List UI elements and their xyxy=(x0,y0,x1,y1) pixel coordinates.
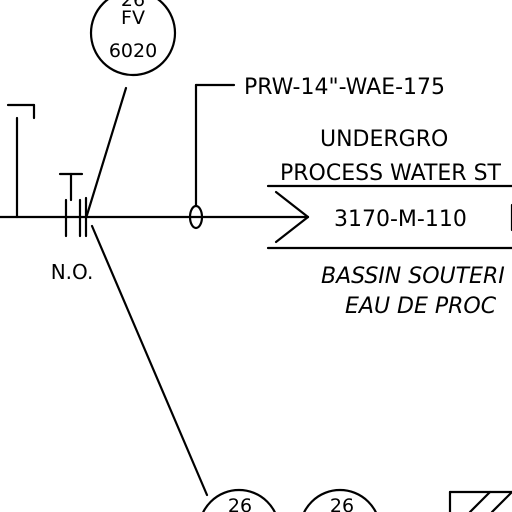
bottom-bubble-1-label: 26 xyxy=(228,495,252,512)
normally-open-label: N.O. xyxy=(51,260,94,284)
inline-flow-element xyxy=(188,83,236,230)
bubble-leader-line xyxy=(85,86,128,217)
instrument-bubble-fv6020: 26 FV 6020 xyxy=(89,0,177,77)
bottom-right-box xyxy=(448,490,512,512)
bubble-type: FV xyxy=(121,7,145,29)
drawing-reference: 3170-M-110 xyxy=(334,207,467,232)
destination-title-line2: PROCESS WATER ST xyxy=(280,161,502,186)
off-page-connector xyxy=(266,184,512,250)
line-number-label: PRW-14"-WAE-175 xyxy=(244,75,445,100)
bottom-bubble-1: 26 xyxy=(202,488,276,512)
bottom-bubble-2-label: 26 xyxy=(330,495,354,512)
french-title-line1: BASSIN SOUTERI xyxy=(321,264,505,289)
bubble-top-number: 26 xyxy=(121,0,145,11)
vent-symbol xyxy=(6,103,36,219)
valve-symbol xyxy=(58,172,88,238)
bottom-leader-line xyxy=(90,224,209,497)
destination-title-line1: UNDERGRO xyxy=(320,127,448,152)
bottom-bubble-2: 26 xyxy=(303,488,377,512)
french-title-line2: EAU DE PROC xyxy=(345,294,497,319)
bubble-number: 6020 xyxy=(109,40,157,62)
